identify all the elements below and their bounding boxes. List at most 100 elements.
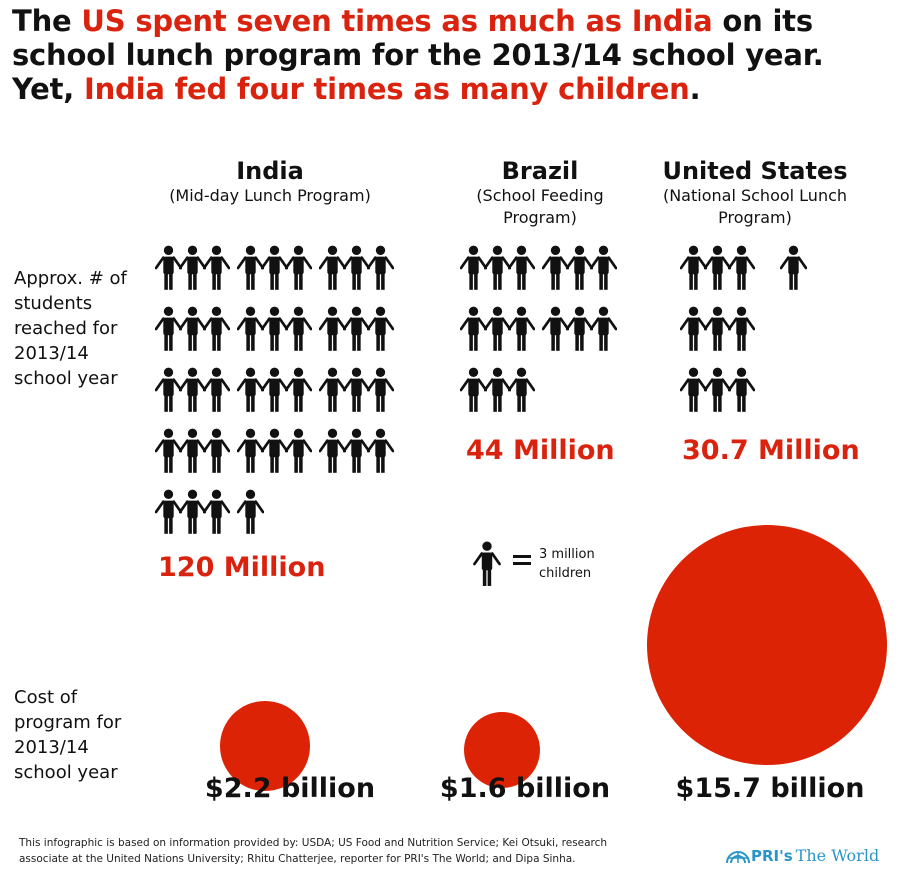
child-figure-icon: [508, 367, 535, 412]
country-header-brazil: Brazil (School Feeding Program): [455, 157, 625, 229]
child-figure-icon: [203, 306, 230, 351]
figure-group: [319, 367, 394, 413]
figure-row: [680, 367, 762, 413]
child-figure-icon: [566, 306, 593, 351]
child-figure-icon: [484, 367, 511, 412]
legend-text: 3 million children: [539, 547, 595, 581]
child-figure-icon: [704, 367, 731, 412]
child-figure-icon: [680, 306, 707, 351]
figure-row: [460, 306, 624, 352]
child-figure-icon: [460, 367, 487, 412]
child-figure-icon: [680, 367, 707, 412]
figure-group: [155, 428, 230, 474]
child-figure-icon: [367, 367, 394, 412]
child-figure-icon: [285, 367, 312, 412]
figure-group: [155, 489, 230, 535]
brazil-cost-circle: [463, 711, 541, 789]
child-figure-icon: [343, 428, 370, 473]
figure-group: [460, 306, 535, 352]
logo-name: The World: [795, 846, 880, 865]
child-figure-icon: [179, 306, 206, 351]
figure-group: [319, 428, 394, 474]
child-figure-icon: [237, 245, 264, 290]
logo-brand: PRI's: [751, 846, 793, 865]
students-row-label: Approx. # of students reached for 2013/1…: [14, 268, 127, 389]
country-name: India: [236, 157, 304, 185]
child-figure-icon: [261, 306, 288, 351]
brazil-cost-label: $1.6 billion: [439, 773, 611, 804]
figure-row: [460, 245, 624, 291]
child-figure-icon: [460, 245, 487, 290]
figure-group: [237, 367, 312, 413]
pictogram-legend: 3 million children: [473, 541, 613, 591]
child-figure-icon: [203, 428, 230, 473]
child-figure-icon: [728, 367, 755, 412]
child-figure-icon: [179, 428, 206, 473]
brazil-students-total: 44 Million: [466, 435, 615, 466]
child-figure-icon: [343, 245, 370, 290]
child-figure-icon: [319, 428, 346, 473]
child-figure-icon: [508, 245, 535, 290]
pri-the-world-logo: PRI's The World: [725, 846, 879, 865]
child-figure-icon: [285, 428, 312, 473]
figure-row: [155, 245, 401, 291]
child-figure-icon: [237, 367, 264, 412]
child-figure-icon: [179, 367, 206, 412]
program-name: (School Feeding Program): [476, 186, 604, 227]
us-cost-label: $15.7 billion: [675, 773, 865, 804]
child-figure-icon: [285, 306, 312, 351]
child-figure-icon: [203, 367, 230, 412]
child-figure-icon: [484, 245, 511, 290]
figure-group: [460, 245, 535, 291]
figure-row: [155, 306, 401, 352]
headline: The US spent seven times as much as Indi…: [12, 4, 892, 106]
child-figure-icon: [367, 245, 394, 290]
figure-group: [460, 367, 535, 413]
figure-row: [680, 306, 762, 352]
country-header-united-states: United States (National School Lunch Pro…: [650, 157, 860, 229]
child-figure-icon: [728, 245, 755, 290]
figure-group: [542, 306, 617, 352]
figure-group: [319, 306, 394, 352]
child-figure-icon: [473, 541, 501, 586]
child-figure-icon: [590, 306, 617, 351]
child-figure-icon: [155, 367, 182, 412]
country-name: United States: [662, 157, 848, 185]
child-figure-icon: [155, 489, 182, 534]
figure-group: [237, 245, 312, 291]
child-figure-icon: [508, 306, 535, 351]
child-figure-icon: [155, 428, 182, 473]
figure-group: [780, 245, 807, 291]
child-figure-icon: [704, 306, 731, 351]
figure-group: [542, 245, 617, 291]
program-name: (Mid-day Lunch Program): [169, 186, 371, 205]
child-figure-icon: [261, 245, 288, 290]
figure-row: [155, 367, 401, 413]
child-figure-icon: [780, 245, 807, 290]
figure-row: [155, 428, 401, 474]
child-figure-icon: [566, 245, 593, 290]
child-figure-icon: [680, 245, 707, 290]
figure-row: [155, 489, 271, 535]
child-figure-icon: [179, 489, 206, 534]
figure-row: [460, 367, 542, 413]
child-figure-icon: [179, 245, 206, 290]
figure-group: [237, 428, 312, 474]
headline-part-1: The: [12, 4, 82, 38]
child-figure-icon: [590, 245, 617, 290]
child-figure-icon: [542, 245, 569, 290]
country-header-india: India (Mid-day Lunch Program): [140, 157, 400, 207]
child-figure-icon: [155, 306, 182, 351]
headline-highlight-india-fed: India fed four times as many children: [83, 72, 690, 106]
india-cost-circle: [220, 701, 310, 791]
child-figure-icon: [343, 306, 370, 351]
child-figure-icon: [237, 306, 264, 351]
child-figure-icon: [319, 245, 346, 290]
child-figure-icon: [704, 245, 731, 290]
source-footnote: This infographic is based on information…: [19, 837, 608, 865]
figure-group: [155, 367, 230, 413]
india-cost-label: $2.2 billion: [204, 773, 376, 804]
cost-row-label: Cost of program for 2013/14 school year: [14, 687, 122, 783]
child-figure-icon: [484, 306, 511, 351]
child-figure-icon: [343, 367, 370, 412]
